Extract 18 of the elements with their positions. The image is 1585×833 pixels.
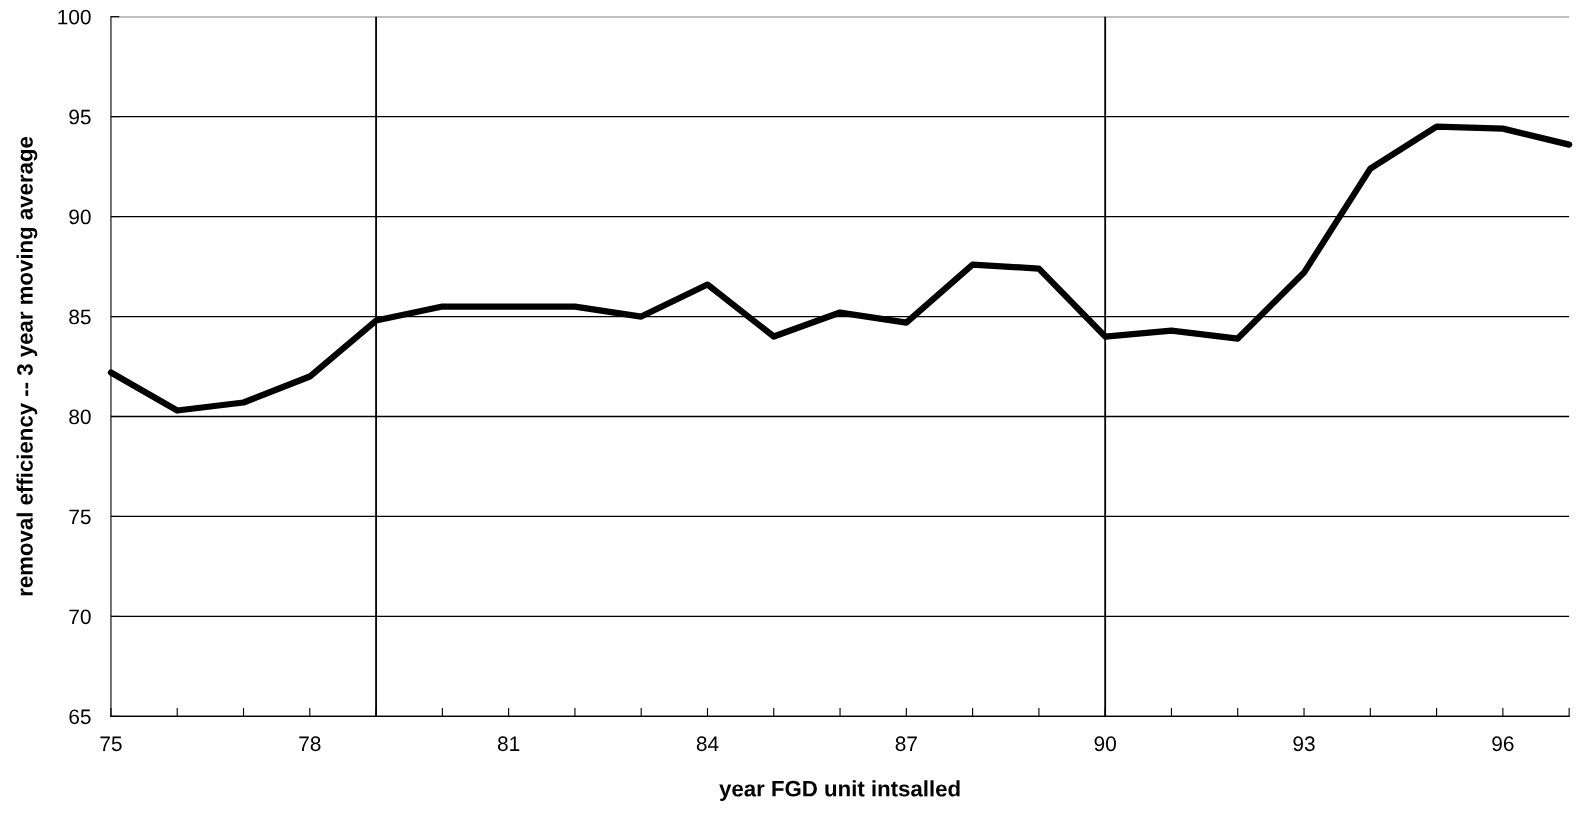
x-tick-label: 75: [100, 736, 122, 752]
x-tick-label: 81: [497, 736, 520, 752]
x-axis-title: year FGD unit intsalled: [719, 780, 960, 801]
y-tick-label: 90: [69, 209, 91, 225]
x-tick-label: 96: [1492, 736, 1514, 752]
x-tick-label: 87: [895, 736, 917, 752]
y-axis-title: removal efficiency -- 3 year moving average: [16, 136, 38, 596]
y-tick-label: 80: [69, 409, 91, 425]
x-tick-label: 93: [1293, 736, 1315, 752]
x-tick-label: 78: [299, 736, 321, 752]
y-tick-label: 65: [69, 709, 91, 725]
x-tick-label: 84: [696, 736, 719, 752]
y-tick-label: 75: [69, 509, 91, 525]
y-tick-label: 100: [58, 9, 91, 25]
y-tick-label: 85: [69, 309, 91, 325]
y-tick-label: 70: [69, 609, 91, 625]
x-tick-label: 90: [1094, 736, 1116, 752]
y-tick-label: 95: [69, 109, 91, 125]
